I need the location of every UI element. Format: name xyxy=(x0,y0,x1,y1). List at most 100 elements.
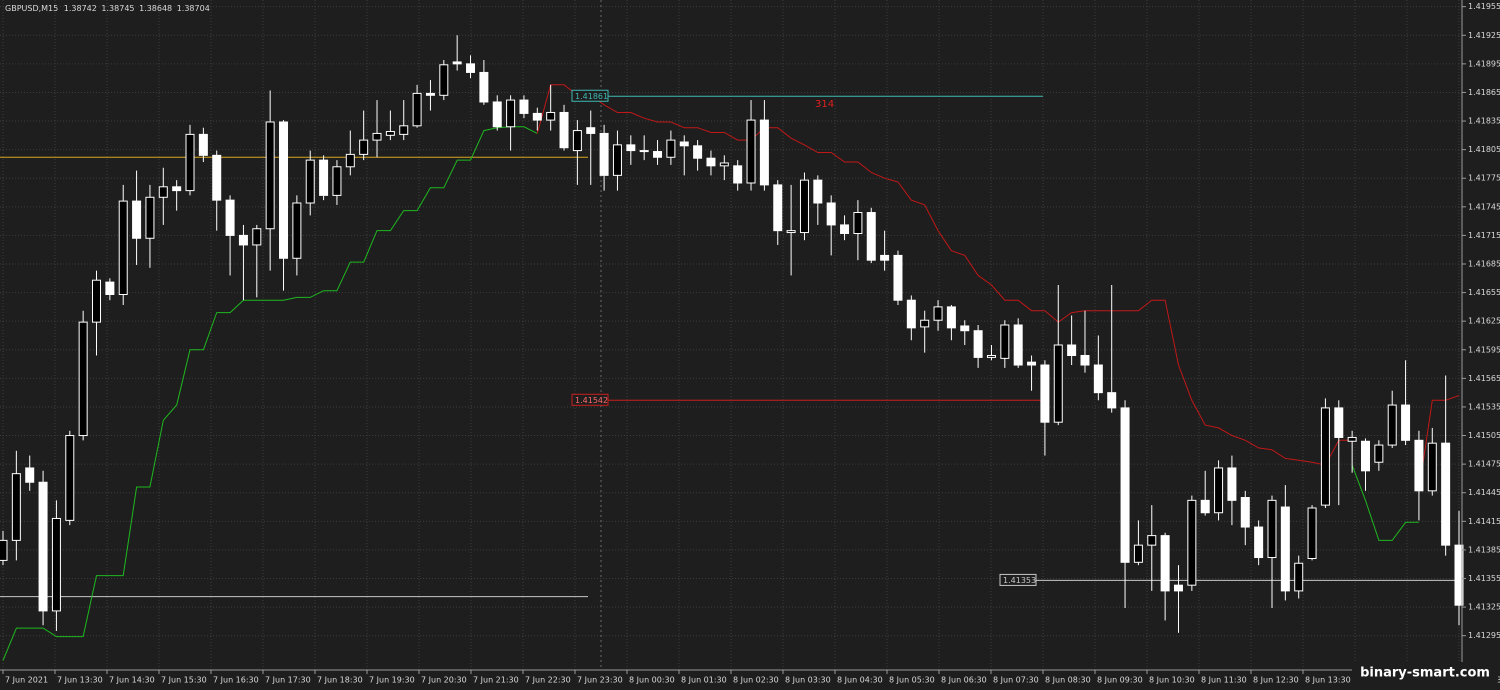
candle-body xyxy=(586,127,596,134)
candle-body xyxy=(1387,404,1397,446)
candle-body xyxy=(973,330,983,358)
candle-body xyxy=(759,119,769,186)
y-tick-label: 1.41745 xyxy=(1468,202,1500,211)
candle-body xyxy=(1160,535,1170,592)
x-tick-label: 8 Jun 07:30 xyxy=(993,676,1039,685)
x-tick-label: 8 Jun 08:30 xyxy=(1045,676,1091,685)
price-label: 1.41861 xyxy=(575,92,608,101)
y-tick-label: 1.41865 xyxy=(1468,88,1500,97)
candle-body xyxy=(1053,344,1063,423)
candle-body xyxy=(118,200,128,295)
candle-body xyxy=(719,162,729,167)
y-tick-label: 1.41925 xyxy=(1468,31,1500,40)
candle-body xyxy=(813,179,823,204)
x-tick-label: 8 Jun 09:30 xyxy=(1097,676,1143,685)
candle-body xyxy=(412,92,422,127)
candle-body xyxy=(1280,506,1290,592)
candle-body xyxy=(145,196,155,239)
candle-body xyxy=(1454,544,1464,606)
candle-body xyxy=(252,228,262,246)
candle-body xyxy=(679,141,689,147)
candle-body xyxy=(1227,467,1237,501)
candle-body xyxy=(880,254,890,261)
candle-body xyxy=(185,133,195,192)
x-tick-label: 7 Jun 14:30 xyxy=(109,676,155,685)
candle-body xyxy=(853,212,863,234)
candle-body xyxy=(1254,526,1264,559)
x-tick-label: 7 Jun 2021 xyxy=(5,676,48,685)
candle-body xyxy=(1334,407,1344,438)
candle-body xyxy=(238,234,248,246)
x-tick-label: 8 Jun 05:30 xyxy=(889,676,935,685)
x-tick-label: 8 Jun 02:30 xyxy=(733,676,779,685)
candle-body xyxy=(1347,436,1357,442)
x-tick-label: 8 Jun 04:30 xyxy=(837,676,883,685)
y-tick-label: 1.41475 xyxy=(1468,460,1500,469)
candle-body xyxy=(1294,562,1304,592)
x-tick-label: 7 Jun 22:30 xyxy=(525,676,571,685)
indicator-line xyxy=(536,84,1353,466)
candle-body xyxy=(1093,364,1103,394)
y-tick-label: 1.41595 xyxy=(1468,345,1500,354)
candle-body xyxy=(1013,324,1023,366)
candle-body xyxy=(693,145,703,159)
chart-header: GBPUSD,M15 1.38742 1.38745 1.38648 1.387… xyxy=(5,4,210,13)
candle-body xyxy=(265,121,275,230)
x-tick-label: 8 Jun 12:30 xyxy=(1253,676,1299,685)
x-tick-label: 7 Jun 16:30 xyxy=(213,676,259,685)
candle-body xyxy=(866,212,876,261)
candle-body xyxy=(11,473,21,541)
candle-body xyxy=(65,435,75,521)
candle-body xyxy=(639,150,649,153)
y-tick-label: 1.41835 xyxy=(1468,117,1500,126)
y-tick-label: 1.41805 xyxy=(1468,145,1500,154)
candle-body xyxy=(1173,584,1183,592)
candle-body xyxy=(452,61,462,65)
candle-body xyxy=(706,157,716,167)
y-tick-label: 1.41955 xyxy=(1468,2,1500,11)
candle-body xyxy=(198,133,208,156)
candle-body xyxy=(1307,507,1317,559)
candle-body xyxy=(653,151,663,158)
x-tick-label: 7 Jun 15:30 xyxy=(161,676,207,685)
x-tick-label: 8 Jun 11:30 xyxy=(1201,676,1247,685)
x-tick-label: 8 Jun 13:30 xyxy=(1305,676,1351,685)
annotation: 314 xyxy=(815,99,834,110)
x-tick-label: 8 Jun 00:30 xyxy=(629,676,675,685)
indicator-line xyxy=(1351,464,1419,541)
candle-body xyxy=(1401,404,1411,441)
y-tick-label: 1.41355 xyxy=(1468,574,1500,583)
candle-body xyxy=(893,254,903,301)
x-tick-label: 8 Jun 06:30 xyxy=(941,676,987,685)
candle-body xyxy=(1427,442,1437,492)
y-tick-label: 1.41565 xyxy=(1468,374,1500,383)
candle-body xyxy=(572,130,582,152)
candle-body xyxy=(92,279,102,323)
candle-body xyxy=(292,202,302,259)
y-tick-label: 1.41505 xyxy=(1468,431,1500,440)
candle-body xyxy=(385,131,395,136)
candle-body xyxy=(1414,439,1424,492)
candle-body xyxy=(1240,496,1250,528)
candle-body xyxy=(319,159,329,196)
candle-body xyxy=(25,467,35,483)
levels xyxy=(0,95,1460,598)
y-tick-label: 1.41715 xyxy=(1468,231,1500,240)
candle-body xyxy=(399,125,409,135)
candle-body xyxy=(1027,361,1037,366)
candle-body xyxy=(733,165,743,184)
y-tick-label: 1.41775 xyxy=(1468,174,1500,183)
candle-body xyxy=(666,139,676,158)
y-tick-label: 1.41385 xyxy=(1468,545,1500,554)
candle-body xyxy=(425,92,435,96)
candle-body xyxy=(492,101,502,128)
quote-low: 1.38648 xyxy=(139,4,172,13)
y-tick-label: 1.41625 xyxy=(1468,317,1500,326)
candle-body xyxy=(105,281,115,295)
candle-body xyxy=(532,112,542,121)
y-tick-label: 1.41325 xyxy=(1468,603,1500,612)
candle-body xyxy=(506,99,516,128)
candle-body xyxy=(906,299,916,329)
